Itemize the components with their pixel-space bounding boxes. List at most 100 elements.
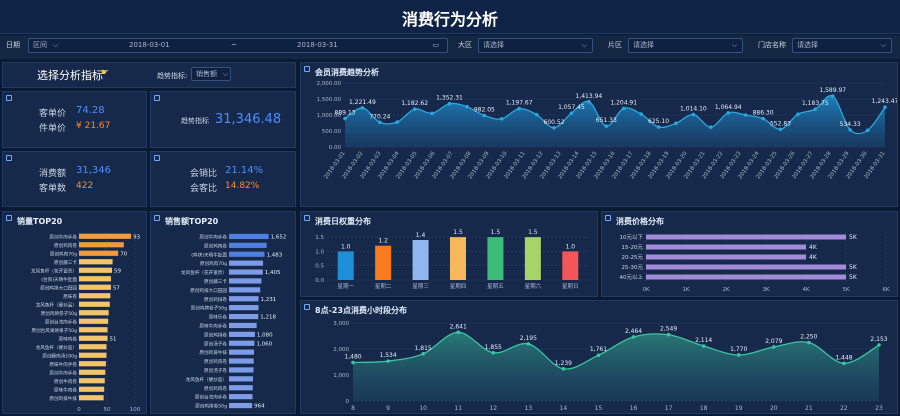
y-tick-label: (台资)天晴牛肚面 <box>41 276 77 283</box>
bar <box>229 278 262 284</box>
data-label: 534.33 <box>840 121 861 128</box>
store-select[interactable]: 请选择 ⌵ <box>792 38 892 53</box>
x-tick-label: 3K <box>762 287 769 293</box>
data-label: 2,549 <box>660 326 677 333</box>
bar <box>229 242 267 248</box>
kpi-value: 31,346.48 <box>215 112 282 127</box>
y-tick-label: 原创鸡排牛排 <box>199 349 227 356</box>
data-label: 1,218 <box>260 315 276 321</box>
bar <box>562 251 579 280</box>
bar <box>646 254 806 260</box>
bar <box>450 237 466 280</box>
data-label: 1,231 <box>261 297 277 303</box>
region-placeholder: 请选择 <box>483 41 504 49</box>
area-fill <box>345 95 885 147</box>
data-label: 964 <box>254 404 265 410</box>
top-sales-title: 销售额TOP20 <box>165 217 219 226</box>
data-point <box>552 125 556 130</box>
bar <box>79 344 107 350</box>
area-fill <box>353 332 879 401</box>
data-label: 1,057.45 <box>558 104 585 111</box>
bar <box>229 260 264 266</box>
data-label: 1,589.97 <box>819 87 846 94</box>
area-placeholder: 请选择 <box>633 41 654 49</box>
bar <box>79 361 106 367</box>
data-label: 5K <box>849 274 858 281</box>
trend-select[interactable]: 销售额 ⌵ <box>191 67 231 81</box>
y-tick-label: 原创鸡肉卷 <box>204 385 227 392</box>
area-label: 片区 <box>608 41 622 49</box>
price-panel: 消费价格分布 0K 1K 2K 3K 4K 5K 6K 5K 10元以下 4K 15-20元 4K 20… <box>601 211 898 297</box>
y-tick-label: 原创鸡排卷50g <box>195 403 227 410</box>
data-label: 1,352.31 <box>436 95 463 102</box>
data-label: 93 <box>133 234 140 240</box>
data-label: 889.13 <box>335 110 356 117</box>
data-label: 2,114 <box>695 337 712 344</box>
date-separator: ~ <box>231 41 237 49</box>
bar <box>229 402 253 409</box>
store-label: 门店名称 <box>758 41 786 49</box>
date-start[interactable]: 2018-03-01 <box>129 41 170 49</box>
data-label: 5K <box>849 264 858 271</box>
data-point <box>517 106 521 111</box>
x-tick-label: 18 <box>700 405 708 412</box>
data-point <box>666 332 671 337</box>
y-tick-label: 原创鸡排牛排 <box>49 395 77 402</box>
panel-icon <box>6 215 12 221</box>
data-point <box>378 120 382 125</box>
calendar-icon[interactable]: ▭ <box>432 41 439 49</box>
bar <box>229 313 259 320</box>
y-tick-label: 原创汤子卷 <box>204 367 227 374</box>
bar <box>229 385 253 391</box>
data-label: 1,204.91 <box>610 99 637 106</box>
y-tick-label: 原创牛肉手卷 <box>49 369 77 376</box>
bar <box>79 386 105 392</box>
y-tick-label: 原创鸡肉卷 <box>204 358 227 365</box>
data-label: 1,480 <box>344 354 361 361</box>
page-title: 消费行为分析 <box>401 10 498 29</box>
date-end[interactable]: 2018-03-31 <box>297 41 338 49</box>
data-point <box>674 121 678 126</box>
panel-icon <box>6 95 12 101</box>
data-point <box>482 113 487 118</box>
data-point <box>430 111 434 116</box>
y-tick-label: 龙风鱼杆（硬炒品） <box>36 344 77 351</box>
y-tick-label: 15-20元 <box>622 244 644 251</box>
bar <box>229 340 255 346</box>
bar <box>646 274 846 280</box>
data-label: 1.4 <box>416 232 426 239</box>
data-label: 1,652 <box>271 234 287 240</box>
data-label: 1,483 <box>267 252 283 258</box>
data-label: 1,197.67 <box>506 100 533 107</box>
panel-icon <box>6 155 12 161</box>
data-point <box>761 116 765 121</box>
x-tick-label: 星期四 <box>450 283 467 290</box>
bar <box>79 250 119 256</box>
y-tick-label: 1.0 <box>315 249 324 255</box>
data-point <box>412 107 417 111</box>
y-tick-label: 原创鸡排大口田园 <box>40 284 77 291</box>
y-tick-label: 原味乐卷 <box>209 314 228 321</box>
y-tick-label: 2,000 <box>333 347 349 353</box>
trend-label: 趋势指标: <box>157 72 188 80</box>
data-point <box>491 350 496 355</box>
y-tick-label: 原味鸡卷 <box>59 335 78 342</box>
data-point <box>778 127 783 132</box>
x-tick-label: 22 <box>840 405 848 412</box>
bar <box>524 237 541 280</box>
chevron-down-icon: ⌵ <box>581 41 587 49</box>
range-type-select[interactable]: 区间 ⌵ 2018-03-01 ~ 2018-03-31 ▭ <box>28 38 448 53</box>
area-select[interactable]: 请选择 ⌵ <box>628 38 743 53</box>
y-tick-label: 原味卷 <box>63 293 77 300</box>
data-label: 1.0 <box>566 243 576 250</box>
bar <box>79 335 108 341</box>
region-select[interactable]: 请选择 ⌵ <box>478 38 593 53</box>
bar <box>229 287 261 293</box>
y-tick-label: 原创肠肉汤100g <box>42 352 77 359</box>
selector-title: 选择分析指标 <box>37 69 103 82</box>
hourly-title: 8点-23点消费小时段分布 <box>315 306 408 315</box>
chevron-down-icon: ⌵ <box>731 41 737 49</box>
series-line <box>352 331 880 370</box>
kpi-label: 件单价 <box>38 124 66 134</box>
data-label: 2,250 <box>800 334 817 341</box>
